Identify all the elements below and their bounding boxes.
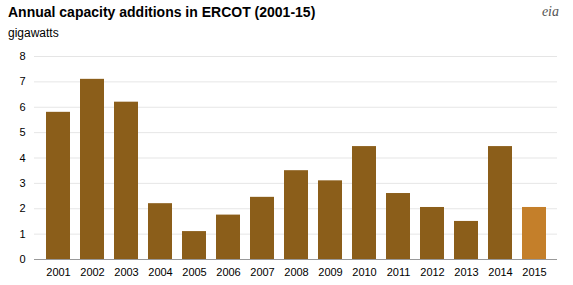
svg-text:2006: 2006 [216, 266, 240, 278]
svg-text:2001: 2001 [46, 266, 70, 278]
html-text:eia: eia [541, 4, 559, 19]
svg-text:2002: 2002 [80, 266, 104, 278]
svg-text:3: 3 [19, 177, 25, 189]
svg-text:2003: 2003 [114, 266, 138, 278]
svg-text:0: 0 [19, 253, 25, 265]
svg-text:1: 1 [19, 228, 25, 240]
svg-text:2012: 2012 [420, 266, 444, 278]
svg-text:2004: 2004 [148, 266, 172, 278]
svg-text:2010: 2010 [352, 266, 376, 278]
svg-text:2011: 2011 [387, 266, 411, 278]
svg-text:2015: 2015 [522, 266, 546, 278]
html-text:Annual capacity additions in E: Annual capacity additions in ERCOT (2001… [8, 4, 316, 20]
svg-text:2013: 2013 [454, 266, 478, 278]
svg-text:2005: 2005 [182, 266, 206, 278]
svg-text:2014: 2014 [488, 266, 512, 278]
svg-text:2: 2 [19, 202, 25, 214]
svg-text:6: 6 [19, 101, 25, 113]
svg-text:2009: 2009 [318, 266, 342, 278]
svg-text:2008: 2008 [284, 266, 308, 278]
html-text:gigawatts: gigawatts [8, 26, 59, 40]
svg-text:2007: 2007 [250, 266, 274, 278]
svg-text:7: 7 [19, 75, 25, 87]
svg-text:5: 5 [19, 126, 25, 138]
svg-text:8: 8 [19, 50, 25, 62]
svg-text:4: 4 [19, 152, 25, 164]
